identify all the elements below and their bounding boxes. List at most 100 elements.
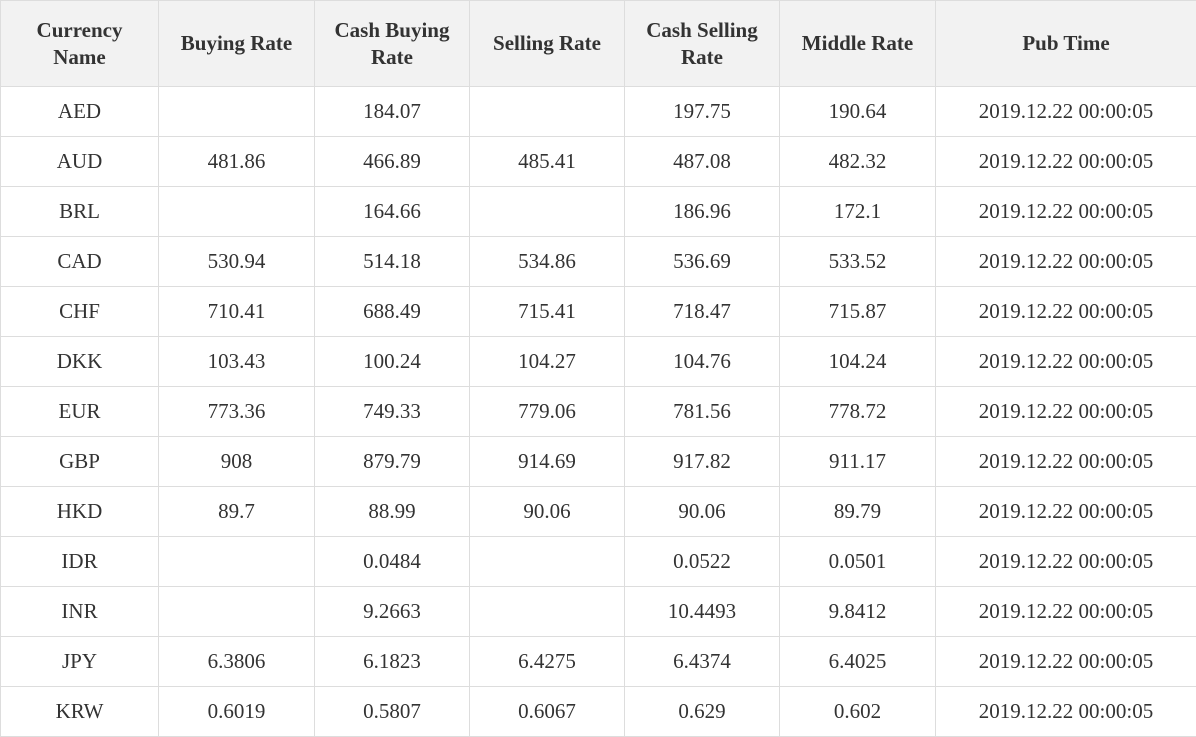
cell-currency-name: KRW (1, 687, 159, 737)
cell-currency-name: EUR (1, 387, 159, 437)
cell-middle-rate: 778.72 (780, 387, 936, 437)
cell-cash-buying-rate: 9.2663 (315, 587, 470, 637)
cell-pub-time: 2019.12.22 00:00:05 (936, 687, 1196, 737)
cell-currency-name: INR (1, 587, 159, 637)
cell-cash-buying-rate: 879.79 (315, 437, 470, 487)
cell-currency-name: GBP (1, 437, 159, 487)
cell-middle-rate: 911.17 (780, 437, 936, 487)
cell-middle-rate: 9.8412 (780, 587, 936, 637)
cell-cash-buying-rate: 466.89 (315, 137, 470, 187)
cell-pub-time: 2019.12.22 00:00:05 (936, 487, 1196, 537)
cell-buying-rate: 103.43 (159, 337, 315, 387)
cell-selling-rate: 914.69 (470, 437, 625, 487)
cell-cash-buying-rate: 688.49 (315, 287, 470, 337)
header-row: Currency Name Buying Rate Cash Buying Ra… (1, 1, 1196, 87)
cell-pub-time: 2019.12.22 00:00:05 (936, 87, 1196, 137)
cell-pub-time: 2019.12.22 00:00:05 (936, 187, 1196, 237)
cell-buying-rate (159, 587, 315, 637)
table-header: Currency Name Buying Rate Cash Buying Ra… (1, 1, 1196, 87)
cell-selling-rate: 534.86 (470, 237, 625, 287)
cell-cash-buying-rate: 184.07 (315, 87, 470, 137)
header-currency-name: Currency Name (1, 1, 159, 87)
cell-selling-rate (470, 537, 625, 587)
cell-currency-name: IDR (1, 537, 159, 587)
cell-middle-rate: 0.602 (780, 687, 936, 737)
cell-selling-rate: 485.41 (470, 137, 625, 187)
cell-pub-time: 2019.12.22 00:00:05 (936, 587, 1196, 637)
cell-pub-time: 2019.12.22 00:00:05 (936, 137, 1196, 187)
cell-buying-rate (159, 87, 315, 137)
cell-pub-time: 2019.12.22 00:00:05 (936, 287, 1196, 337)
cell-cash-selling-rate: 104.76 (625, 337, 780, 387)
cell-selling-rate (470, 87, 625, 137)
cell-currency-name: JPY (1, 637, 159, 687)
cell-cash-selling-rate: 536.69 (625, 237, 780, 287)
cell-middle-rate: 533.52 (780, 237, 936, 287)
cell-middle-rate: 89.79 (780, 487, 936, 537)
header-middle-rate: Middle Rate (780, 1, 936, 87)
cell-pub-time: 2019.12.22 00:00:05 (936, 237, 1196, 287)
cell-cash-buying-rate: 0.0484 (315, 537, 470, 587)
cell-middle-rate: 190.64 (780, 87, 936, 137)
cell-cash-buying-rate: 6.1823 (315, 637, 470, 687)
cell-cash-buying-rate: 749.33 (315, 387, 470, 437)
cell-currency-name: AED (1, 87, 159, 137)
cell-cash-buying-rate: 0.5807 (315, 687, 470, 737)
cell-cash-selling-rate: 0.629 (625, 687, 780, 737)
cell-middle-rate: 172.1 (780, 187, 936, 237)
cell-selling-rate: 0.6067 (470, 687, 625, 737)
cell-buying-rate: 6.3806 (159, 637, 315, 687)
cell-buying-rate (159, 187, 315, 237)
cell-buying-rate: 89.7 (159, 487, 315, 537)
cell-middle-rate: 0.0501 (780, 537, 936, 587)
cell-cash-buying-rate: 514.18 (315, 237, 470, 287)
header-pub-time: Pub Time (936, 1, 1196, 87)
cell-buying-rate: 773.36 (159, 387, 315, 437)
header-cash-selling-rate: Cash Selling Rate (625, 1, 780, 87)
cell-currency-name: BRL (1, 187, 159, 237)
cell-pub-time: 2019.12.22 00:00:05 (936, 387, 1196, 437)
cell-pub-time: 2019.12.22 00:00:05 (936, 637, 1196, 687)
cell-cash-selling-rate: 718.47 (625, 287, 780, 337)
cell-buying-rate: 908 (159, 437, 315, 487)
cell-selling-rate: 779.06 (470, 387, 625, 437)
header-cash-buying-rate: Cash Buying Rate (315, 1, 470, 87)
cell-selling-rate (470, 587, 625, 637)
cell-cash-buying-rate: 100.24 (315, 337, 470, 387)
cell-selling-rate: 6.4275 (470, 637, 625, 687)
cell-pub-time: 2019.12.22 00:00:05 (936, 437, 1196, 487)
cell-middle-rate: 482.32 (780, 137, 936, 187)
cell-cash-buying-rate: 164.66 (315, 187, 470, 237)
cell-cash-selling-rate: 917.82 (625, 437, 780, 487)
cell-currency-name: CHF (1, 287, 159, 337)
header-selling-rate: Selling Rate (470, 1, 625, 87)
cell-selling-rate: 715.41 (470, 287, 625, 337)
cell-currency-name: DKK (1, 337, 159, 387)
cell-selling-rate: 104.27 (470, 337, 625, 387)
header-buying-rate: Buying Rate (159, 1, 315, 87)
cell-buying-rate: 710.41 (159, 287, 315, 337)
cell-cash-selling-rate: 186.96 (625, 187, 780, 237)
cell-buying-rate: 0.6019 (159, 687, 315, 737)
cell-cash-selling-rate: 6.4374 (625, 637, 780, 687)
cell-cash-selling-rate: 10.4493 (625, 587, 780, 637)
cell-buying-rate: 481.86 (159, 137, 315, 187)
cell-pub-time: 2019.12.22 00:00:05 (936, 537, 1196, 587)
cell-pub-time: 2019.12.22 00:00:05 (936, 337, 1196, 387)
cell-buying-rate: 530.94 (159, 237, 315, 287)
cell-cash-selling-rate: 197.75 (625, 87, 780, 137)
cell-middle-rate: 715.87 (780, 287, 936, 337)
